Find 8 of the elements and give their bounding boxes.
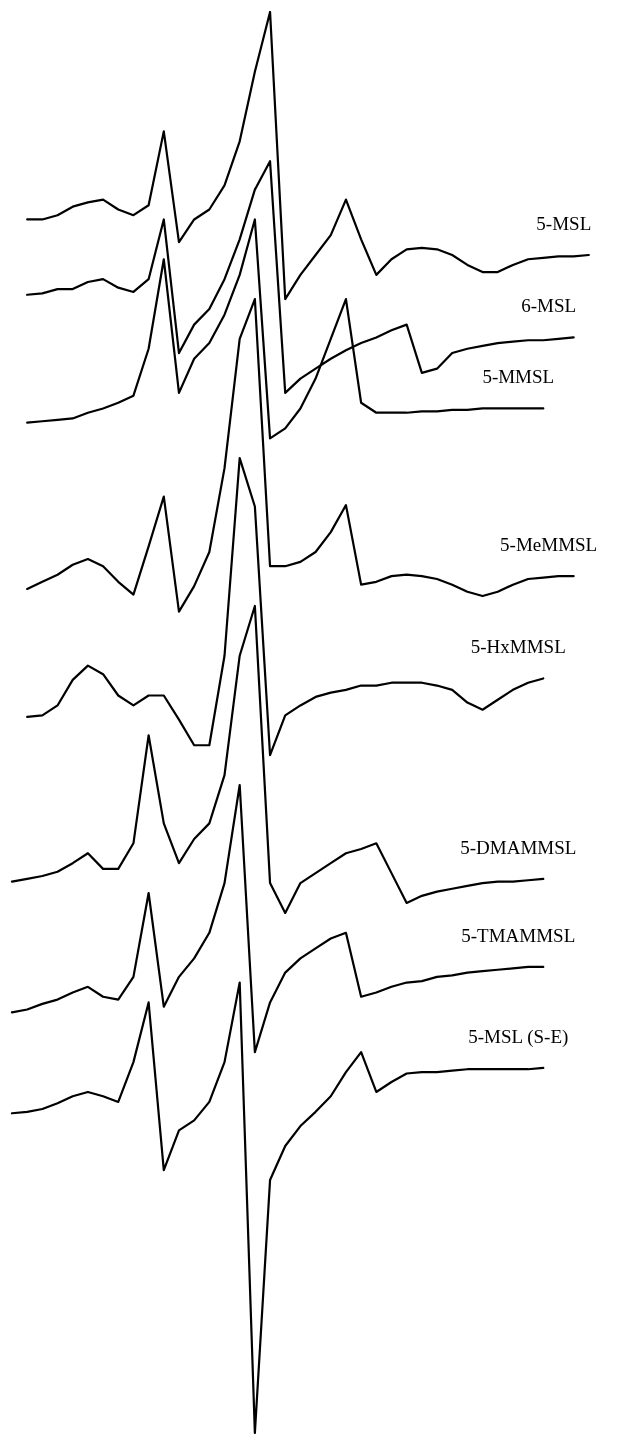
series-label: 6-MSL — [521, 295, 577, 317]
series-label: 5-HxMMSL — [470, 636, 566, 658]
series-label: 5-MMSL — [482, 366, 555, 388]
series-label: 5-MeMMSL — [500, 534, 598, 556]
series-label: 5-MSL (S-E) — [468, 1025, 569, 1048]
series-label: 5-MSL — [536, 212, 592, 234]
series-label: 5-TMAMMSL — [461, 924, 576, 946]
series-label: 5-DMAMMSL — [460, 836, 577, 858]
